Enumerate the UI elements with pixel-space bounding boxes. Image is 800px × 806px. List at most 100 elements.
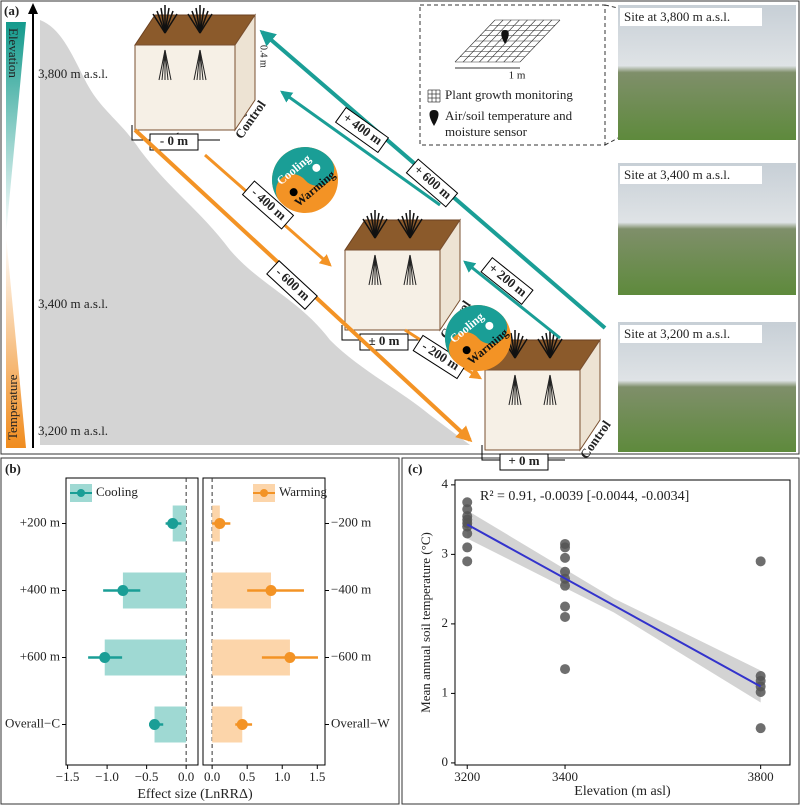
x-tick-label: 0.5 [239, 769, 255, 784]
y-tick-label: Overall−W [331, 715, 390, 730]
x-tick-label: 1.5 [309, 769, 325, 784]
connector [604, 4, 619, 9]
plant [164, 7, 170, 34]
shift-label: + 0 m [508, 453, 539, 468]
photo-caption-box [620, 325, 762, 343]
plant [514, 338, 528, 359]
plant [514, 335, 524, 359]
y-axis-title: Mean annual soil temperature (°C) [418, 532, 433, 713]
plant [409, 212, 415, 239]
pin [429, 110, 439, 126]
box-front [134, 44, 236, 131]
mountain [40, 20, 470, 445]
x-tick-label: 0.0 [204, 769, 220, 784]
legend-text: moisture sensor [445, 124, 528, 139]
plant [549, 332, 555, 359]
y-tick-label: +600 m [20, 648, 60, 663]
y-tick-label: +400 m [20, 581, 60, 596]
site-photo [618, 5, 796, 140]
photo-caption: Site at 3,200 m a.s.l. [624, 326, 730, 341]
plant [397, 218, 411, 239]
plant [164, 10, 174, 34]
point [462, 542, 473, 553]
root [514, 374, 522, 406]
facet-frame [202, 477, 326, 766]
point [462, 504, 473, 515]
x-tick-label: 3200 [454, 769, 480, 784]
point [560, 611, 571, 622]
legend-label: Warming [279, 484, 328, 499]
plant [187, 13, 201, 34]
temperature-gradient [6, 235, 26, 448]
root [199, 49, 207, 81]
legend-box [419, 4, 606, 146]
shift-label: ± 0 m [369, 333, 400, 348]
yy-cool [272, 147, 335, 202]
plant [199, 10, 209, 34]
grid-cell [519, 19, 561, 63]
legend-text: Plant growth monitoring [445, 87, 573, 102]
plant [362, 218, 376, 239]
panel-b-frame [0, 457, 400, 805]
shift-box [359, 333, 409, 351]
point [560, 552, 571, 563]
x-tick-label: 1.0 [274, 769, 290, 784]
plant [152, 13, 166, 34]
panel-label: (c) [408, 461, 422, 476]
point [560, 664, 571, 675]
point [284, 652, 296, 663]
point [755, 556, 766, 567]
legend-label: Cooling [96, 484, 138, 499]
plant [374, 212, 380, 239]
tag-box [266, 260, 318, 310]
plant [199, 7, 205, 34]
plant [549, 338, 563, 359]
box-front [344, 249, 441, 331]
fit-line [466, 523, 762, 688]
point [755, 723, 766, 734]
plant [199, 13, 213, 34]
box-side [439, 218, 461, 332]
plant [514, 332, 520, 359]
root [164, 49, 172, 81]
transplant-tag: + 400 m [334, 106, 390, 154]
point [149, 719, 161, 730]
point [265, 585, 277, 596]
y-tick-label: 4 [442, 476, 449, 491]
x-tick-label: 3400 [552, 769, 578, 784]
point [560, 566, 571, 577]
legend-text: Air/soil temperature and [445, 108, 573, 123]
point [236, 719, 248, 730]
site-photo [618, 163, 796, 295]
y-tick-label: 0 [442, 754, 449, 769]
tag-box [334, 106, 390, 154]
arrow-head [28, 3, 38, 14]
gradient-label: Elevation [6, 28, 21, 78]
point [214, 518, 226, 529]
yy-dot [485, 321, 494, 330]
plant [374, 218, 388, 239]
plot-box: - 0 m Control [131, 5, 269, 151]
photo-caption: Site at 3,800 m a.s.l. [624, 9, 730, 24]
root [549, 374, 557, 406]
panel-label: (a) [4, 3, 19, 18]
point [462, 556, 473, 567]
root [374, 254, 382, 286]
pin [501, 30, 509, 44]
tag-box [405, 158, 459, 208]
tag-box [412, 334, 468, 380]
grid-cell [495, 19, 536, 63]
x-tick-label: −0.5 [135, 769, 159, 784]
legend-grid [427, 19, 561, 126]
x-axis-title: Effect size (LnRRΔ) [137, 787, 253, 802]
panel-b: −1.5 −1.0 −0.5 0.0 Cooling +200 m +400 m +600 m… [5, 461, 390, 802]
point [117, 585, 129, 596]
photo-caption-box [620, 8, 762, 26]
y-tick-label: Overall−C [5, 715, 60, 730]
tag-box [480, 257, 534, 305]
site-photo [618, 322, 796, 452]
shift-box [499, 453, 549, 471]
